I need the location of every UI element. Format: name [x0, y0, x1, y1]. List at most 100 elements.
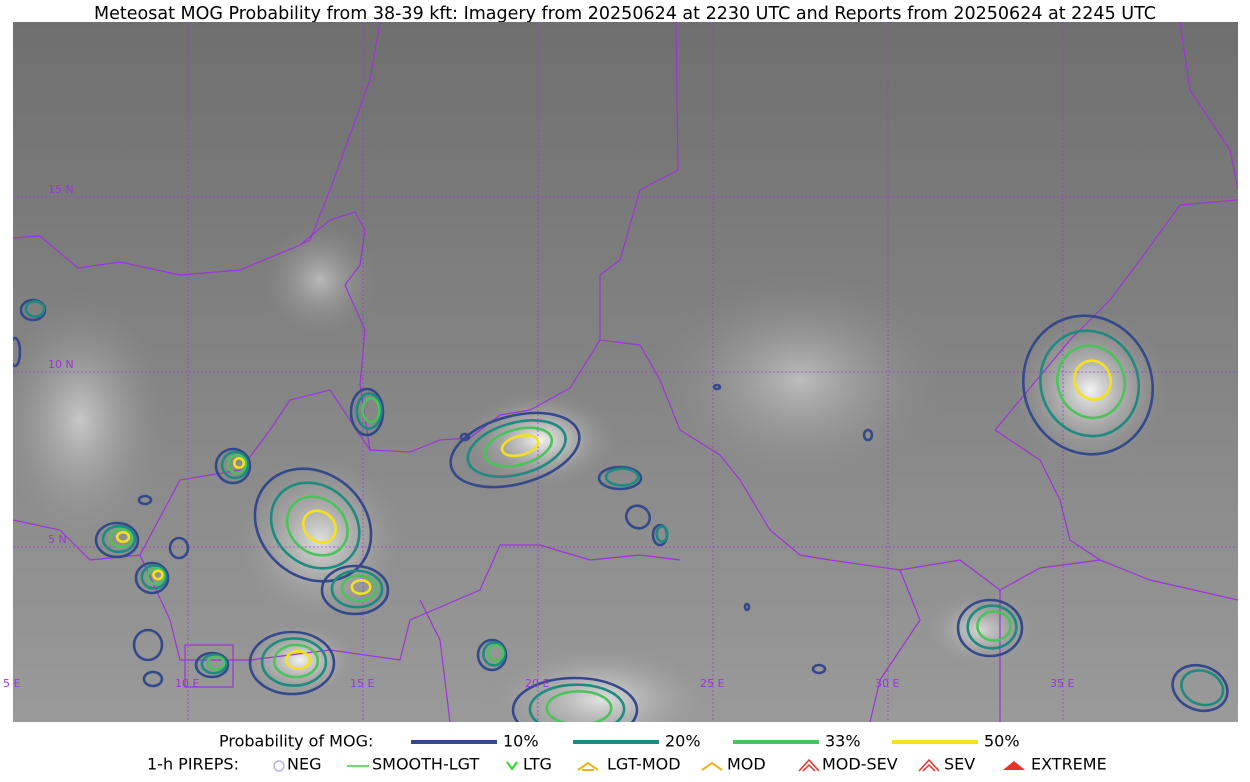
contour — [1180, 669, 1225, 707]
cloud-tops — [13, 220, 1170, 722]
mog-contours — [13, 298, 1229, 722]
contour — [545, 690, 613, 722]
contour — [134, 561, 170, 595]
contour — [1039, 329, 1141, 438]
legend-label: 33% — [825, 732, 861, 751]
contour — [13, 336, 22, 368]
legend-label: 10% — [503, 732, 539, 751]
contour — [272, 643, 320, 679]
legend-icon — [577, 761, 599, 771]
contour — [194, 651, 230, 679]
contour — [284, 650, 312, 670]
contour — [743, 602, 751, 612]
legend-label: 50% — [984, 732, 1020, 751]
legend: Probability of MOG: 1-h PIREPS: 10% 20% 33… — [147, 732, 1107, 774]
contour — [132, 628, 164, 662]
contour — [449, 411, 581, 489]
contour — [226, 453, 248, 475]
legend-icon — [273, 760, 285, 772]
contour — [655, 525, 669, 543]
contour — [482, 641, 506, 667]
lat-label: 15 N — [48, 183, 74, 196]
contour — [466, 419, 567, 478]
lon-label: 25 E — [700, 677, 724, 690]
lon-label: 10 E — [175, 677, 199, 690]
legend-title: Probability of MOG: — [219, 732, 373, 751]
contour — [220, 450, 250, 480]
title: Meteosat MOG Probability from 38-39 kft:… — [94, 4, 1156, 24]
contour — [350, 578, 372, 596]
legend-label: LTG — [523, 755, 552, 774]
contour — [115, 530, 131, 544]
contour — [340, 574, 378, 602]
contour — [108, 527, 134, 549]
contour — [301, 509, 338, 544]
contour — [232, 456, 246, 470]
lon-label: 30 E — [875, 677, 899, 690]
graticule — [13, 22, 1238, 722]
contour — [146, 566, 166, 586]
contour — [320, 564, 390, 616]
contour — [1171, 663, 1229, 713]
contour — [24, 300, 46, 318]
legend-icon — [506, 761, 518, 771]
legend-title: 1-h PIREPS: — [147, 755, 239, 774]
contour — [476, 638, 508, 672]
contour — [137, 494, 153, 506]
contour — [152, 569, 164, 581]
contour — [361, 396, 381, 424]
contour — [487, 643, 505, 663]
contour — [528, 683, 626, 722]
contour — [976, 610, 1012, 642]
legend-label: 20% — [665, 732, 701, 751]
legend-label: NEG — [287, 755, 321, 774]
contour — [862, 428, 874, 442]
contour — [94, 521, 140, 559]
contour — [253, 467, 373, 583]
contour — [168, 536, 190, 560]
contour — [712, 383, 722, 391]
legend-label: EXTREME — [1031, 755, 1107, 774]
contour — [200, 653, 228, 675]
contour — [1056, 344, 1127, 420]
contour — [483, 426, 554, 468]
legend-icon — [918, 758, 940, 772]
contour — [604, 467, 640, 487]
legend-icon — [701, 761, 723, 771]
legend-label: MOD-SEV — [822, 755, 898, 774]
contour — [142, 670, 164, 688]
contour — [624, 504, 652, 530]
contour — [285, 495, 349, 557]
contour — [1073, 359, 1113, 401]
contour — [966, 604, 1018, 650]
lon-label: 5 E — [3, 677, 20, 690]
contour — [811, 663, 827, 675]
contour — [260, 637, 328, 687]
contour — [330, 569, 384, 609]
map — [13, 22, 1238, 722]
contour — [349, 387, 385, 437]
lon-label: 35 E — [1050, 677, 1074, 690]
contour — [511, 676, 639, 722]
grid-labels: 15 N 10 N 5 N 5 E 10 E 15 E 20 E 25 E 30… — [3, 183, 1074, 690]
contour — [140, 564, 168, 590]
contour — [355, 392, 383, 430]
legend-label: SMOOTH-LGT — [372, 755, 479, 774]
contour — [956, 598, 1024, 658]
contour — [206, 655, 226, 671]
contour — [459, 432, 471, 442]
contour — [101, 524, 137, 554]
borders — [13, 22, 1238, 722]
legend-icon — [798, 758, 820, 772]
legend-icon — [1003, 761, 1025, 770]
lon-label: 15 E — [350, 677, 374, 690]
contour — [597, 465, 643, 491]
lon-label: 20 E — [525, 677, 549, 690]
contour — [1021, 314, 1155, 456]
lat-label: 10 N — [48, 358, 74, 371]
legend-label: SEV — [944, 755, 975, 774]
contour — [248, 630, 336, 696]
legend-label: MOD — [727, 755, 766, 774]
